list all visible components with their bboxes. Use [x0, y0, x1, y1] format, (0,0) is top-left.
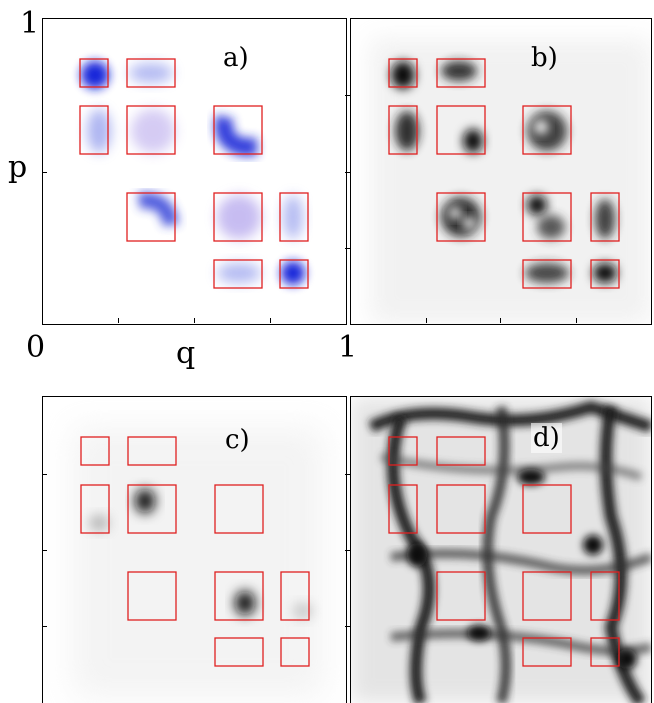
tick-mark — [345, 474, 350, 475]
panel-label-d: d) — [531, 423, 562, 453]
x-axis-label: q — [176, 336, 196, 371]
panel-b: b) — [350, 18, 652, 325]
panel-a-intensity — [81, 61, 305, 285]
box — [590, 192, 620, 242]
panel-b-boxes — [388, 58, 620, 289]
tick-mark — [345, 95, 350, 96]
tick-mark — [345, 172, 350, 173]
panel-a: a) — [42, 18, 347, 325]
box — [126, 192, 176, 242]
box — [436, 436, 486, 466]
box — [590, 571, 620, 621]
box — [522, 571, 572, 621]
box — [79, 58, 109, 88]
box — [127, 436, 177, 466]
box — [214, 571, 264, 621]
panel-c: c) — [42, 396, 347, 703]
box — [590, 259, 620, 289]
panel-a-boxes — [79, 58, 309, 289]
box — [522, 105, 572, 155]
y-axis-max-label: 1 — [20, 6, 40, 41]
box — [126, 105, 176, 155]
box — [522, 192, 572, 242]
box — [280, 637, 310, 667]
tick-mark — [42, 550, 47, 551]
box — [213, 105, 263, 155]
panel-d-boxes — [388, 436, 620, 667]
box — [436, 571, 486, 621]
tick-mark — [345, 626, 350, 627]
box — [388, 436, 418, 466]
box — [522, 259, 572, 289]
box — [522, 484, 572, 534]
box — [127, 571, 177, 621]
box — [522, 637, 572, 667]
tick-mark — [345, 248, 350, 249]
box — [126, 58, 176, 88]
tick-mark — [42, 626, 47, 627]
tick-mark — [42, 172, 47, 173]
box — [80, 484, 110, 534]
box — [280, 571, 310, 621]
panel-a-plot — [79, 58, 309, 289]
panel-label-c: c) — [225, 425, 250, 455]
tick-mark — [118, 318, 119, 323]
box — [80, 436, 110, 466]
box — [214, 637, 264, 667]
tick-mark — [426, 318, 427, 323]
box — [279, 192, 309, 242]
box — [590, 637, 620, 667]
box — [436, 192, 486, 242]
box — [388, 105, 418, 155]
tick-mark — [194, 318, 195, 323]
panel-d: d) — [350, 396, 652, 703]
box — [436, 105, 486, 155]
panel-c-boxes — [80, 436, 310, 667]
box — [213, 192, 263, 242]
x-axis-max-label: 1 — [338, 330, 358, 365]
tick-mark — [576, 318, 577, 323]
box — [436, 484, 486, 534]
y-axis-label: p — [8, 150, 28, 185]
box — [79, 105, 109, 155]
panel-d-intensity — [351, 397, 651, 703]
panel-d-plot — [351, 397, 651, 703]
panel-c-intensity — [73, 427, 323, 697]
box — [127, 484, 177, 534]
box — [388, 484, 418, 534]
tick-mark — [42, 474, 47, 475]
box — [388, 58, 418, 88]
panel-b-intensity — [371, 39, 651, 324]
tick-mark — [500, 318, 501, 323]
tick-mark — [345, 550, 350, 551]
panel-b-plot — [371, 39, 651, 324]
x-axis-min-label: 0 — [26, 330, 46, 365]
panel-label-a: a) — [223, 43, 249, 73]
box — [279, 259, 309, 289]
box — [213, 259, 263, 289]
tick-mark — [270, 318, 271, 323]
panel-c-plot — [73, 427, 323, 697]
box — [436, 58, 486, 88]
panel-label-b: b) — [531, 43, 558, 73]
box — [214, 484, 264, 534]
